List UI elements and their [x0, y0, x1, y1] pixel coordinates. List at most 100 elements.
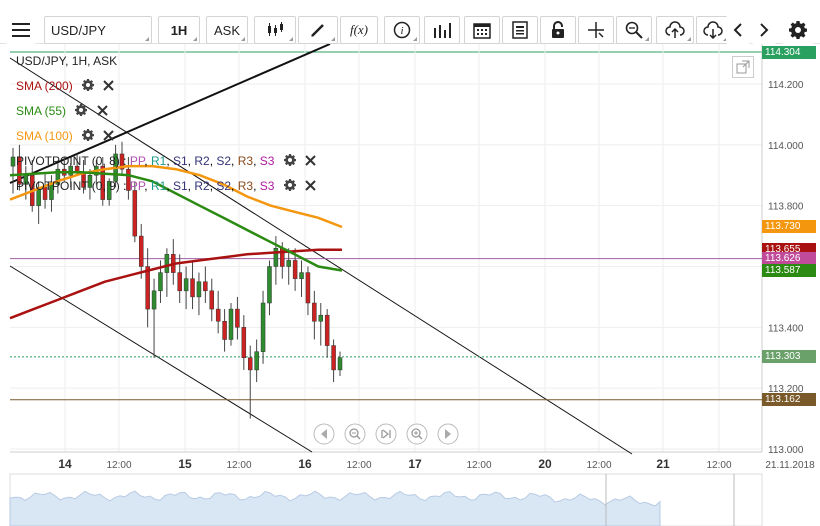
candle-body	[190, 278, 195, 298]
menu-icon	[12, 23, 30, 37]
candle-body	[312, 302, 317, 322]
draw-button[interactable]	[298, 16, 338, 44]
function-button[interactable]: f(x)	[340, 16, 378, 44]
candle-body	[286, 260, 291, 267]
legend-pivot2-levels: : PP, R1, S1, R2, S2, R3, S3	[123, 179, 275, 193]
candle-body	[87, 175, 93, 188]
chart-nav-buttons	[313, 423, 459, 445]
zoom-button[interactable]	[616, 16, 652, 44]
lens-glyph	[349, 428, 359, 438]
legend-pivot1-label: PIVOTPOINT (0, 8)	[16, 154, 120, 168]
lens-glyph	[411, 428, 421, 438]
candle-body	[273, 248, 279, 267]
pivot1-settings-icon[interactable]	[283, 154, 296, 169]
candle	[145, 248, 150, 328]
lock-button[interactable]	[540, 16, 576, 44]
candle-body	[222, 321, 227, 340]
pivot-level-r1: R1	[150, 179, 167, 193]
trendline-upper	[9, 44, 331, 184]
candle	[305, 266, 311, 316]
crosshair-icon	[588, 22, 604, 38]
report-button[interactable]	[502, 16, 538, 44]
price-label: 113.730	[762, 220, 816, 234]
candle	[196, 272, 202, 316]
time-tick-label: 12:00	[346, 460, 371, 471]
navigator[interactable]	[9, 473, 763, 526]
upload-button[interactable]	[656, 16, 694, 44]
candle	[17, 144, 22, 191]
pivot-level-s2: S2	[216, 154, 232, 168]
pivot-level-r1: R1	[150, 154, 167, 168]
sma100-settings-icon[interactable]	[82, 129, 95, 144]
pivot1-close-icon[interactable]	[305, 155, 316, 169]
sma200-settings-icon[interactable]	[82, 79, 95, 94]
time-tick-label: 16	[298, 457, 312, 471]
moving-averages	[9, 164, 343, 320]
sma200-close-icon[interactable]	[103, 80, 115, 94]
candle	[190, 260, 195, 310]
timeframe-select[interactable]: 1H	[158, 16, 200, 44]
pivot-level-s3: S3	[259, 179, 275, 193]
pivot-level-s1: S1	[172, 154, 188, 168]
price-tick-label: 113.200	[768, 384, 804, 395]
candle-body	[241, 327, 247, 359]
legend-sma200: SMA (200)	[16, 79, 115, 94]
trendline-channel-top	[9, 57, 633, 455]
legend-sma100-label: SMA (100)	[16, 129, 73, 143]
pivot-level-r3: R3	[237, 154, 254, 168]
price-chart[interactable]: 114.200114.000113.800113.600113.400113.2…	[0, 44, 820, 526]
timeframe-value: 1H	[170, 22, 188, 38]
download-icon	[703, 21, 723, 39]
zoom-in-button[interactable]	[406, 423, 428, 445]
forward-button[interactable]	[437, 423, 459, 445]
candle	[138, 223, 144, 279]
reset-button[interactable]	[375, 423, 397, 445]
candle-body	[247, 357, 253, 371]
back-button[interactable]	[313, 423, 335, 445]
scroll-right-button[interactable]	[752, 16, 776, 44]
settings-button[interactable]	[782, 16, 814, 44]
info-button[interactable]: i	[384, 16, 420, 44]
legend-sma100: SMA (100)	[16, 129, 115, 144]
candle	[203, 266, 208, 303]
zoom-out-button[interactable]	[344, 423, 366, 445]
candles-icon	[268, 22, 283, 36]
pivot-level-r2: R2	[194, 179, 210, 193]
calendar-button[interactable]	[464, 16, 500, 44]
forward-glyph	[445, 429, 451, 439]
candle	[247, 345, 253, 419]
candle-body	[164, 254, 170, 273]
bars-icon	[434, 23, 451, 38]
legend-sma200-label: SMA (200)	[16, 79, 73, 93]
price-type-select[interactable]: ASK	[206, 16, 248, 44]
symbol-select[interactable]: USD/JPY	[44, 16, 152, 44]
menu-button[interactable]	[6, 16, 36, 44]
chart-type-button[interactable]	[254, 16, 296, 44]
pivot2-close-icon[interactable]	[305, 180, 316, 194]
indicators-button[interactable]	[424, 16, 460, 44]
maximize-button[interactable]	[732, 56, 754, 78]
candle-body	[196, 281, 202, 298]
candle	[68, 163, 73, 188]
download-button[interactable]	[696, 16, 730, 44]
time-tick-label: 15	[178, 457, 192, 471]
sma200-line	[9, 248, 342, 320]
candle-body	[151, 290, 157, 310]
crosshair-button[interactable]	[578, 16, 614, 44]
time-tick-label: 17	[408, 457, 422, 471]
sma100-close-icon[interactable]	[103, 130, 115, 144]
candle	[126, 157, 131, 200]
scroll-left-button[interactable]	[726, 16, 750, 44]
candle	[132, 181, 138, 243]
svg-text:i: i	[400, 25, 403, 37]
legend-pivot2: PIVOTPOINT (0, 9) : PP, R1, S1, R2, S2, …	[16, 179, 316, 194]
candle-body	[318, 314, 324, 322]
candle	[241, 315, 247, 370]
chevron-left-icon	[733, 23, 742, 37]
sma55-settings-icon[interactable]	[75, 104, 88, 119]
candle	[286, 248, 291, 285]
candle	[235, 296, 240, 340]
time-tick-label: 12:00	[586, 460, 611, 471]
sma55-close-icon[interactable]	[96, 105, 108, 119]
pivot2-settings-icon[interactable]	[283, 179, 296, 194]
